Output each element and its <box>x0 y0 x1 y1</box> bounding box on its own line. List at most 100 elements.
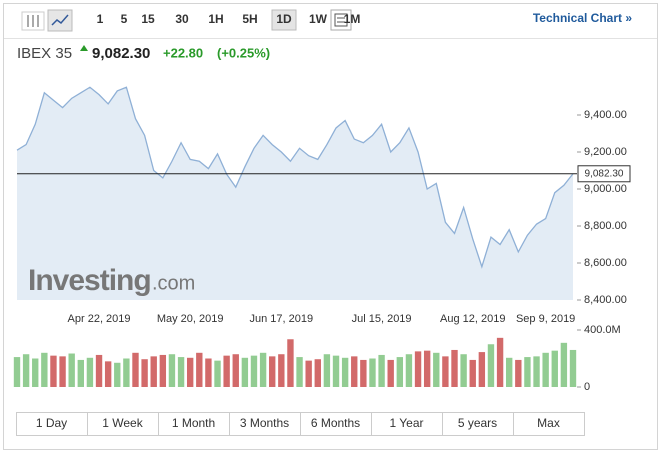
volume-bar <box>296 357 303 387</box>
volume-bar <box>22 354 30 387</box>
volume-tick-label: 0 <box>584 381 590 393</box>
range-button[interactable] <box>513 412 585 436</box>
volume-bar <box>369 358 376 387</box>
volume-bar <box>341 357 349 387</box>
volume-bar <box>232 354 239 387</box>
volume-bar <box>68 353 75 387</box>
interval-button[interactable]: 1D <box>276 12 292 26</box>
volume-bar <box>104 361 112 387</box>
volume-bar <box>378 354 385 387</box>
range-label: 1 Year <box>389 416 423 430</box>
interval-button[interactable]: 15 <box>141 12 155 26</box>
volume-bar <box>405 354 413 387</box>
volume-bar <box>77 359 84 387</box>
volume-bar <box>278 354 285 387</box>
range-label: 1 Week <box>102 416 143 430</box>
x-tick-label: Sep 9, 2019 <box>516 313 575 325</box>
volume-bar <box>515 359 522 387</box>
volume-bar <box>314 359 321 387</box>
volume-bar <box>214 360 221 387</box>
volume-bar <box>186 357 194 387</box>
volume-bar <box>205 358 212 387</box>
volume-bar <box>323 354 331 387</box>
volume-bar <box>487 344 495 387</box>
volume-bar <box>569 349 577 387</box>
interval-button[interactable]: 5H <box>242 12 257 26</box>
y-tick-label: 8,400.00 <box>584 294 627 306</box>
volume-bar <box>396 357 404 387</box>
candle-icon <box>21 11 45 31</box>
last-price-box <box>577 165 631 183</box>
technical-chart-link[interactable]: Technical Chart » <box>533 11 632 25</box>
x-tick-label: Jun 17, 2019 <box>250 313 314 325</box>
volume-bar <box>414 351 422 387</box>
volume-bar <box>478 352 486 387</box>
volume-bar <box>506 357 513 387</box>
range-label: 5 years <box>458 416 497 430</box>
up-arrow <box>80 45 88 51</box>
range-label: Max <box>537 416 560 430</box>
volume-bar <box>451 349 458 387</box>
volume-bar <box>496 337 504 387</box>
x-tick-label: Aug 12, 2019 <box>440 313 505 325</box>
watermark-brand: Investing <box>28 264 151 297</box>
volume-tick-label: 400.0M <box>584 324 621 336</box>
interval-button[interactable]: 1W <box>309 12 328 26</box>
last-price-label: 9,082.30 <box>585 168 624 179</box>
volume-bar <box>59 356 66 387</box>
x-tick-label: May 20, 2019 <box>157 313 224 325</box>
range-label: 6 Months <box>311 416 360 430</box>
quote-change-pct: (+0.25%) <box>217 45 270 60</box>
volume-bar <box>13 357 21 387</box>
volume-bar <box>433 352 440 387</box>
volume-bar <box>114 362 121 387</box>
volume-bar <box>460 354 467 387</box>
volume-bar <box>250 355 258 387</box>
interval-button[interactable]: 30 <box>175 12 189 26</box>
range-label: 3 Months <box>240 416 289 430</box>
volume-bar <box>442 356 449 387</box>
y-tick-label: 8,800.00 <box>584 220 627 232</box>
range-label: 1 Day <box>36 416 67 430</box>
volume-bar <box>241 357 249 387</box>
watermark-suffix: .com <box>152 272 195 294</box>
range-label: 1 Month <box>172 416 215 430</box>
quote-name: IBEX 35 <box>17 45 72 62</box>
interval-button[interactable]: 1M <box>344 12 361 26</box>
volume-bar <box>542 352 549 387</box>
volume-bar <box>168 354 176 387</box>
plot <box>16 78 577 300</box>
volume-bar <box>159 354 167 387</box>
settings-icon[interactable] <box>330 9 352 31</box>
line-icon[interactable] <box>47 9 73 32</box>
volume-bar <box>524 357 531 387</box>
interval-button[interactable]: 5 <box>121 12 128 26</box>
x-tick-label: Apr 22, 2019 <box>68 313 131 325</box>
volume-bar <box>41 352 48 387</box>
volume-bar <box>360 359 367 387</box>
volume-bar <box>387 359 394 387</box>
y-tick-label: 9,000.00 <box>584 183 627 195</box>
volume-bar <box>150 356 157 387</box>
volume-bar <box>533 356 540 387</box>
interval-button[interactable]: 1 <box>97 12 104 26</box>
volume-bar <box>32 358 39 387</box>
volume-bar <box>269 356 276 387</box>
x-tick-label: Jul 15, 2019 <box>352 313 412 325</box>
interval-active <box>271 9 297 31</box>
interval-button[interactable]: 1H <box>208 12 223 26</box>
volume-bar <box>423 350 431 387</box>
price-line <box>16 86 574 269</box>
volume-bar <box>551 350 558 387</box>
volume-bar <box>332 355 340 387</box>
volume-bar <box>50 355 57 387</box>
volume-bar <box>177 357 185 387</box>
volume-bar <box>196 352 203 387</box>
quote-change: +22.80 <box>163 45 203 60</box>
volume-bar <box>469 359 476 387</box>
y-tick-label: 9,400.00 <box>584 109 627 121</box>
volume-bar <box>132 352 139 387</box>
volume-bar <box>123 358 130 387</box>
